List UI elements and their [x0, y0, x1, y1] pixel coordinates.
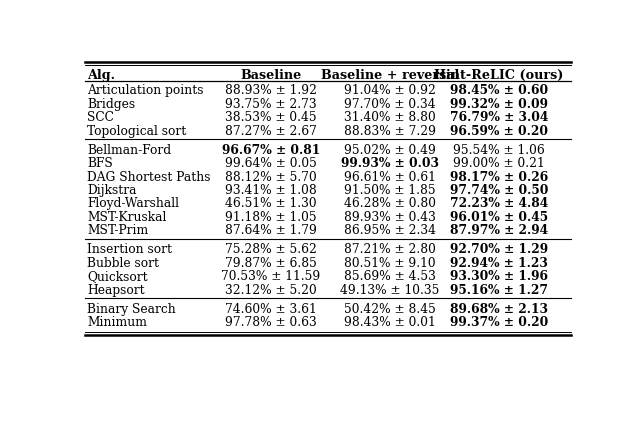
Text: 96.01% ± 0.45: 96.01% ± 0.45	[450, 211, 548, 224]
Text: 32.12% ± 5.20: 32.12% ± 5.20	[225, 284, 317, 297]
Text: 31.40% ± 8.80: 31.40% ± 8.80	[344, 111, 436, 124]
Text: Alg.: Alg.	[88, 69, 115, 82]
Text: Bridges: Bridges	[88, 98, 136, 111]
Text: Topological sort: Topological sort	[88, 125, 187, 138]
Text: 88.83% ± 7.29: 88.83% ± 7.29	[344, 125, 436, 138]
Text: 85.69% ± 4.53: 85.69% ± 4.53	[344, 270, 436, 283]
Text: SCC: SCC	[88, 111, 115, 124]
Text: MST-Kruskal: MST-Kruskal	[88, 211, 167, 224]
Text: DAG Shortest Paths: DAG Shortest Paths	[88, 171, 211, 184]
Text: 99.64% ± 0.05: 99.64% ± 0.05	[225, 157, 317, 170]
Text: 91.18% ± 1.05: 91.18% ± 1.05	[225, 211, 317, 224]
Text: 38.53% ± 0.45: 38.53% ± 0.45	[225, 111, 317, 124]
Text: 99.37% ± 0.20: 99.37% ± 0.20	[450, 316, 548, 329]
Text: 93.75% ± 2.73: 93.75% ± 2.73	[225, 98, 317, 111]
Text: 92.70% ± 1.29: 92.70% ± 1.29	[450, 243, 548, 257]
Text: 76.79% ± 3.04: 76.79% ± 3.04	[450, 111, 548, 124]
Text: Dijkstra: Dijkstra	[88, 184, 137, 197]
Text: 97.74% ± 0.50: 97.74% ± 0.50	[450, 184, 548, 197]
Text: Heapsort: Heapsort	[88, 284, 145, 297]
Text: 96.67% ± 0.81: 96.67% ± 0.81	[222, 144, 320, 157]
Text: 91.04% ± 0.92: 91.04% ± 0.92	[344, 84, 436, 98]
Text: 88.93% ± 1.92: 88.93% ± 1.92	[225, 84, 317, 98]
Text: Articulation points: Articulation points	[88, 84, 204, 98]
Text: 96.59% ± 0.20: 96.59% ± 0.20	[450, 125, 548, 138]
Text: 99.93% ± 0.03: 99.93% ± 0.03	[341, 157, 439, 170]
Text: 98.17% ± 0.26: 98.17% ± 0.26	[450, 171, 548, 184]
Text: 95.02% ± 0.49: 95.02% ± 0.49	[344, 144, 436, 157]
Text: Minimum: Minimum	[88, 316, 147, 329]
Text: 93.41% ± 1.08: 93.41% ± 1.08	[225, 184, 317, 197]
Text: 95.16% ± 1.27: 95.16% ± 1.27	[450, 284, 548, 297]
Text: 87.97% ± 2.94: 87.97% ± 2.94	[450, 224, 548, 237]
Text: 75.28% ± 5.62: 75.28% ± 5.62	[225, 243, 317, 257]
Text: 98.43% ± 0.01: 98.43% ± 0.01	[344, 316, 436, 329]
Text: 96.61% ± 0.61: 96.61% ± 0.61	[344, 171, 436, 184]
Text: 49.13% ± 10.35: 49.13% ± 10.35	[340, 284, 440, 297]
Text: Baseline: Baseline	[241, 69, 301, 82]
Text: Floyd-Warshall: Floyd-Warshall	[88, 198, 179, 210]
Text: MST-Prim: MST-Prim	[88, 224, 148, 237]
Text: 80.51% ± 9.10: 80.51% ± 9.10	[344, 257, 436, 270]
Text: 89.93% ± 0.43: 89.93% ± 0.43	[344, 211, 436, 224]
Text: Binary Search: Binary Search	[88, 303, 176, 316]
Text: Hint-ReLIC (ours): Hint-ReLIC (ours)	[435, 69, 564, 82]
Text: 93.30% ± 1.96: 93.30% ± 1.96	[450, 270, 548, 283]
Text: 98.45% ± 0.60: 98.45% ± 0.60	[450, 84, 548, 98]
Text: 88.12% ± 5.70: 88.12% ± 5.70	[225, 171, 317, 184]
Text: 87.27% ± 2.67: 87.27% ± 2.67	[225, 125, 317, 138]
Text: 97.78% ± 0.63: 97.78% ± 0.63	[225, 316, 317, 329]
Text: 79.87% ± 6.85: 79.87% ± 6.85	[225, 257, 317, 270]
Text: 95.54% ± 1.06: 95.54% ± 1.06	[453, 144, 545, 157]
Text: 99.32% ± 0.09: 99.32% ± 0.09	[450, 98, 548, 111]
Text: 74.60% ± 3.61: 74.60% ± 3.61	[225, 303, 317, 316]
Text: BFS: BFS	[88, 157, 113, 170]
Text: 87.21% ± 2.80: 87.21% ± 2.80	[344, 243, 436, 257]
Text: Bubble sort: Bubble sort	[88, 257, 159, 270]
Text: 87.64% ± 1.79: 87.64% ± 1.79	[225, 224, 317, 237]
Text: 89.68% ± 2.13: 89.68% ± 2.13	[450, 303, 548, 316]
Text: 50.42% ± 8.45: 50.42% ± 8.45	[344, 303, 436, 316]
Text: 91.50% ± 1.85: 91.50% ± 1.85	[344, 184, 436, 197]
Text: 92.94% ± 1.23: 92.94% ± 1.23	[450, 257, 548, 270]
Text: 99.00% ± 0.21: 99.00% ± 0.21	[453, 157, 545, 170]
Text: 72.23% ± 4.84: 72.23% ± 4.84	[450, 198, 548, 210]
Text: Bellman-Ford: Bellman-Ford	[88, 144, 172, 157]
Text: Baseline + reversal: Baseline + reversal	[321, 69, 459, 82]
Text: Insertion sort: Insertion sort	[88, 243, 172, 257]
Text: Quicksort: Quicksort	[88, 270, 148, 283]
Text: 86.95% ± 2.34: 86.95% ± 2.34	[344, 224, 436, 237]
Text: 97.70% ± 0.34: 97.70% ± 0.34	[344, 98, 436, 111]
Text: 46.28% ± 0.80: 46.28% ± 0.80	[344, 198, 436, 210]
Text: 46.51% ± 1.30: 46.51% ± 1.30	[225, 198, 317, 210]
Text: 70.53% ± 11.59: 70.53% ± 11.59	[221, 270, 321, 283]
